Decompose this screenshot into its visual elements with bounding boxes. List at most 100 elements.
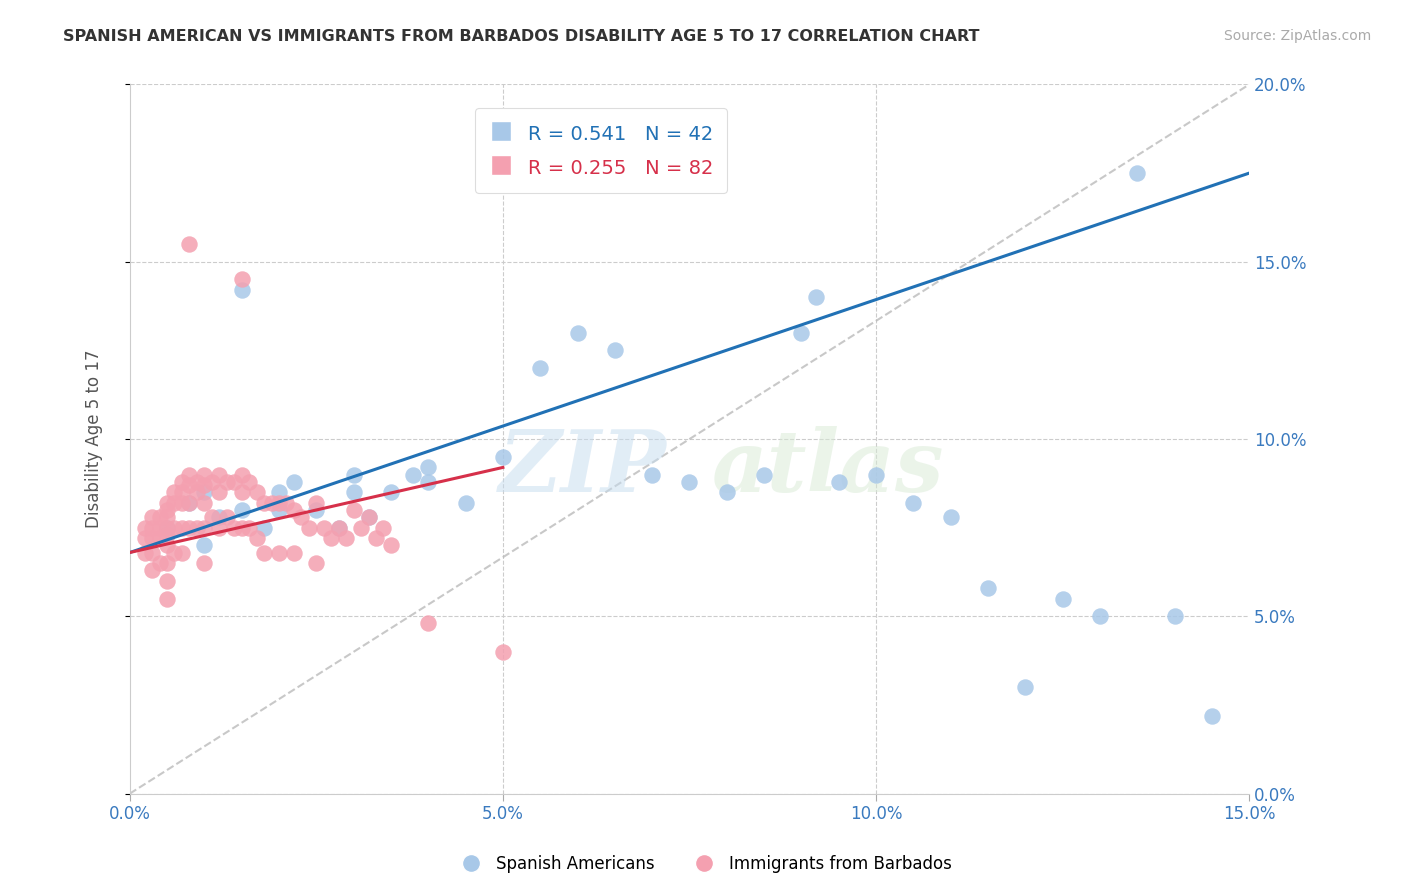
Point: [641, 467, 664, 482]
Point: [350, 521, 373, 535]
Point: [163, 521, 186, 535]
Text: Source: ZipAtlas.com: Source: ZipAtlas.com: [1223, 29, 1371, 43]
Point: [141, 563, 163, 577]
Point: [141, 545, 163, 559]
Point: [134, 532, 156, 546]
Point: [260, 496, 283, 510]
Point: [283, 475, 305, 489]
Point: [148, 510, 170, 524]
Point: [170, 475, 193, 489]
Point: [179, 467, 201, 482]
Point: [380, 485, 402, 500]
Point: [267, 485, 290, 500]
Point: [865, 467, 887, 482]
Point: [977, 581, 1000, 595]
Point: [186, 475, 208, 489]
Point: [134, 545, 156, 559]
Point: [305, 496, 328, 510]
Point: [186, 485, 208, 500]
Point: [238, 521, 260, 535]
Point: [170, 485, 193, 500]
Point: [201, 475, 224, 489]
Point: [156, 556, 179, 570]
Point: [364, 532, 387, 546]
Point: [179, 478, 201, 492]
Text: atlas: atlas: [711, 425, 945, 509]
Point: [454, 496, 477, 510]
Point: [321, 532, 343, 546]
Point: [238, 475, 260, 489]
Point: [179, 496, 201, 510]
Point: [342, 485, 364, 500]
Point: [903, 496, 925, 510]
Point: [148, 556, 170, 570]
Legend: Spanish Americans, Immigrants from Barbados: Spanish Americans, Immigrants from Barba…: [447, 848, 959, 880]
Point: [170, 545, 193, 559]
Point: [245, 485, 267, 500]
Point: [231, 503, 253, 517]
Point: [231, 521, 253, 535]
Point: [156, 521, 179, 535]
Point: [1163, 609, 1185, 624]
Point: [283, 545, 305, 559]
Point: [179, 237, 201, 252]
Point: [163, 545, 186, 559]
Point: [208, 467, 231, 482]
Point: [141, 521, 163, 535]
Point: [179, 496, 201, 510]
Point: [567, 326, 589, 340]
Point: [156, 538, 179, 552]
Point: [1052, 591, 1074, 606]
Point: [253, 521, 276, 535]
Point: [1201, 708, 1223, 723]
Point: [208, 485, 231, 500]
Point: [267, 503, 290, 517]
Point: [193, 478, 215, 492]
Point: [193, 556, 215, 570]
Point: [305, 503, 328, 517]
Point: [134, 521, 156, 535]
Point: [163, 496, 186, 510]
Point: [752, 467, 775, 482]
Point: [418, 475, 440, 489]
Point: [224, 521, 246, 535]
Point: [1088, 609, 1111, 624]
Point: [492, 645, 515, 659]
Point: [357, 510, 380, 524]
Point: [245, 532, 267, 546]
Point: [253, 545, 276, 559]
Point: [806, 290, 828, 304]
Point: [603, 343, 626, 358]
Point: [380, 538, 402, 552]
Point: [179, 521, 201, 535]
Point: [790, 326, 813, 340]
Point: [253, 496, 276, 510]
Point: [215, 475, 238, 489]
Point: [402, 467, 425, 482]
Point: [208, 521, 231, 535]
Point: [357, 510, 380, 524]
Point: [208, 510, 231, 524]
Point: [298, 521, 321, 535]
Point: [186, 521, 208, 535]
Point: [170, 521, 193, 535]
Point: [335, 532, 357, 546]
Point: [283, 503, 305, 517]
Point: [373, 521, 395, 535]
Point: [290, 510, 312, 524]
Point: [231, 485, 253, 500]
Point: [1126, 166, 1149, 180]
Point: [156, 503, 179, 517]
Point: [328, 521, 350, 535]
Point: [418, 460, 440, 475]
Point: [312, 521, 335, 535]
Point: [163, 485, 186, 500]
Point: [529, 361, 551, 376]
Point: [156, 574, 179, 588]
Point: [148, 521, 170, 535]
Y-axis label: Disability Age 5 to 17: Disability Age 5 to 17: [86, 350, 103, 528]
Point: [193, 538, 215, 552]
Point: [716, 485, 738, 500]
Text: ZIP: ZIP: [499, 425, 666, 509]
Point: [156, 528, 179, 542]
